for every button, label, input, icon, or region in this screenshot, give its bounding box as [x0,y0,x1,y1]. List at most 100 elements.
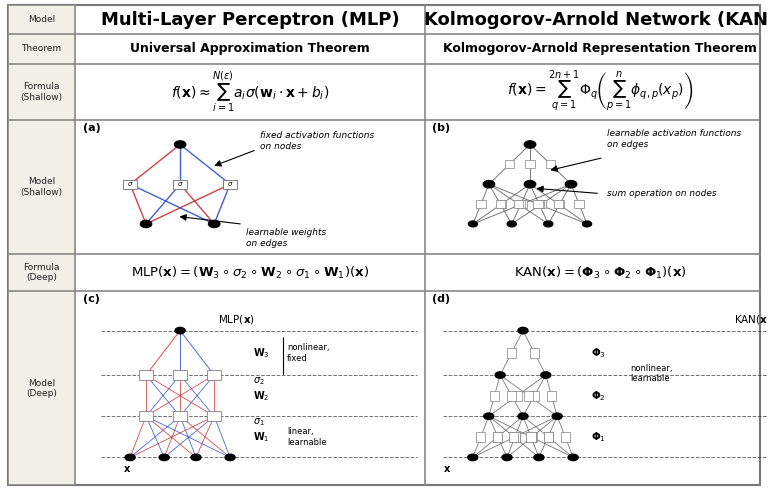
Text: $\mathbf{\Phi}_1$: $\mathbf{\Phi}_1$ [591,430,606,444]
Circle shape [483,180,495,188]
FancyBboxPatch shape [139,370,153,380]
Circle shape [568,454,578,461]
Text: Formula
(Shallow): Formula (Shallow) [21,82,62,101]
Bar [8,64,75,120]
FancyBboxPatch shape [493,432,502,442]
Circle shape [582,221,591,227]
Text: KAN$(\mathbf{x})$: KAN$(\mathbf{x})$ [734,313,768,326]
Text: KAN$(\mathbf{x}) = (\mathbf{\Phi}_3 \circ \mathbf{\Phi}_2 \circ \mathbf{\Phi}_1): KAN$(\mathbf{x}) = (\mathbf{\Phi}_3 \cir… [514,265,687,281]
FancyBboxPatch shape [530,391,539,400]
FancyBboxPatch shape [174,180,187,189]
Bar [8,5,75,34]
Text: (b): (b) [432,122,451,133]
Circle shape [518,413,528,419]
Text: learnable activation functions
on edges: learnable activation functions on edges [607,129,741,149]
FancyBboxPatch shape [555,200,564,208]
Text: $\mathbf{W}_3$: $\mathbf{W}_3$ [253,346,270,360]
Circle shape [174,141,186,148]
Circle shape [518,327,528,334]
Text: MLP$(\mathbf{x})$: MLP$(\mathbf{x})$ [218,313,255,326]
Bar [8,254,75,292]
Text: (a): (a) [83,122,101,133]
Circle shape [225,454,235,461]
FancyBboxPatch shape [174,411,187,421]
FancyBboxPatch shape [516,200,525,208]
Circle shape [565,180,577,188]
FancyBboxPatch shape [476,200,485,208]
FancyBboxPatch shape [139,411,153,421]
FancyBboxPatch shape [514,200,523,208]
FancyBboxPatch shape [528,432,537,442]
Text: MLP$(\mathbf{x}) = (\mathbf{W}_3 \circ \sigma_2 \circ \mathbf{W}_2 \circ \sigma_: MLP$(\mathbf{x}) = (\mathbf{W}_3 \circ \… [131,265,369,281]
FancyBboxPatch shape [554,200,563,208]
FancyBboxPatch shape [174,370,187,380]
Text: learnable weights
on edges: learnable weights on edges [247,228,326,248]
Text: Model: Model [28,15,55,24]
FancyBboxPatch shape [526,432,535,442]
FancyBboxPatch shape [546,160,555,168]
FancyBboxPatch shape [574,200,584,208]
Text: $\sigma_1$: $\sigma_1$ [253,416,264,428]
FancyBboxPatch shape [490,391,499,400]
Circle shape [125,454,135,461]
Circle shape [159,454,169,461]
Bar [8,34,75,64]
Circle shape [544,221,553,227]
FancyBboxPatch shape [524,391,533,400]
Circle shape [534,454,544,461]
Circle shape [525,180,536,188]
Text: Theorem: Theorem [22,45,61,53]
Text: fixed activation functions
on nodes: fixed activation functions on nodes [260,131,375,151]
FancyBboxPatch shape [507,391,516,400]
Circle shape [502,454,512,461]
FancyBboxPatch shape [496,200,505,208]
Text: $\mathbf{x}$: $\mathbf{x}$ [443,464,452,474]
Text: Model
(Shallow): Model (Shallow) [21,177,62,196]
FancyBboxPatch shape [207,411,221,421]
FancyBboxPatch shape [497,200,506,208]
Text: $\sigma_2$: $\sigma_2$ [253,375,264,387]
FancyBboxPatch shape [505,160,514,168]
Circle shape [541,372,551,378]
FancyBboxPatch shape [537,200,546,208]
Text: nonlinear,
fixed: nonlinear, fixed [287,343,329,363]
Circle shape [484,413,494,419]
Text: $f(\mathbf{x}) \approx \sum_{i=1}^{N(\epsilon)} a_i\sigma(\mathbf{w}_i \cdot \ma: $f(\mathbf{x}) \approx \sum_{i=1}^{N(\ep… [170,70,329,114]
Circle shape [191,454,201,461]
Circle shape [495,372,505,378]
Text: Universal Approximation Theorem: Universal Approximation Theorem [130,43,370,55]
Circle shape [468,454,478,461]
FancyBboxPatch shape [526,432,535,442]
FancyBboxPatch shape [534,200,542,208]
FancyBboxPatch shape [561,432,570,442]
FancyBboxPatch shape [544,432,553,442]
FancyBboxPatch shape [507,348,516,358]
Text: $\mathbf{x}$: $\mathbf{x}$ [124,464,131,474]
Text: sum operation on nodes: sum operation on nodes [607,189,717,198]
FancyBboxPatch shape [223,180,237,189]
Text: Model
(Deep): Model (Deep) [26,378,57,398]
Text: $\sigma$: $\sigma$ [177,180,184,188]
FancyBboxPatch shape [525,160,535,168]
FancyBboxPatch shape [511,432,520,442]
FancyBboxPatch shape [513,391,521,400]
Text: Formula
(Deep): Formula (Deep) [23,263,60,282]
Text: $\sigma$: $\sigma$ [127,180,134,188]
FancyBboxPatch shape [518,200,527,208]
Text: $\mathbf{\Phi}_3$: $\mathbf{\Phi}_3$ [591,346,607,360]
Text: Kolmogorov-Arnold Network (KAN): Kolmogorov-Arnold Network (KAN) [424,11,768,28]
Text: $f(\mathbf{x}) = \sum_{q=1}^{2n+1} \Phi_q \left(\sum_{p=1}^{n} \phi_{q,p}(x_p)\r: $f(\mathbf{x}) = \sum_{q=1}^{2n+1} \Phi_… [507,69,694,114]
FancyBboxPatch shape [509,432,518,442]
Text: $\mathbf{\Phi}_2$: $\mathbf{\Phi}_2$ [591,389,606,402]
Circle shape [141,220,152,227]
Text: (d): (d) [432,294,451,304]
Circle shape [468,221,478,227]
Text: nonlinear,
learnable: nonlinear, learnable [630,364,672,383]
Text: $\mathbf{W}_1$: $\mathbf{W}_1$ [253,430,270,444]
Circle shape [552,413,562,419]
FancyBboxPatch shape [124,180,137,189]
Circle shape [525,141,536,148]
Text: Kolmogorov-Arnold Representation Theorem: Kolmogorov-Arnold Representation Theorem [443,43,757,55]
Circle shape [507,221,516,227]
Bar [8,120,75,254]
